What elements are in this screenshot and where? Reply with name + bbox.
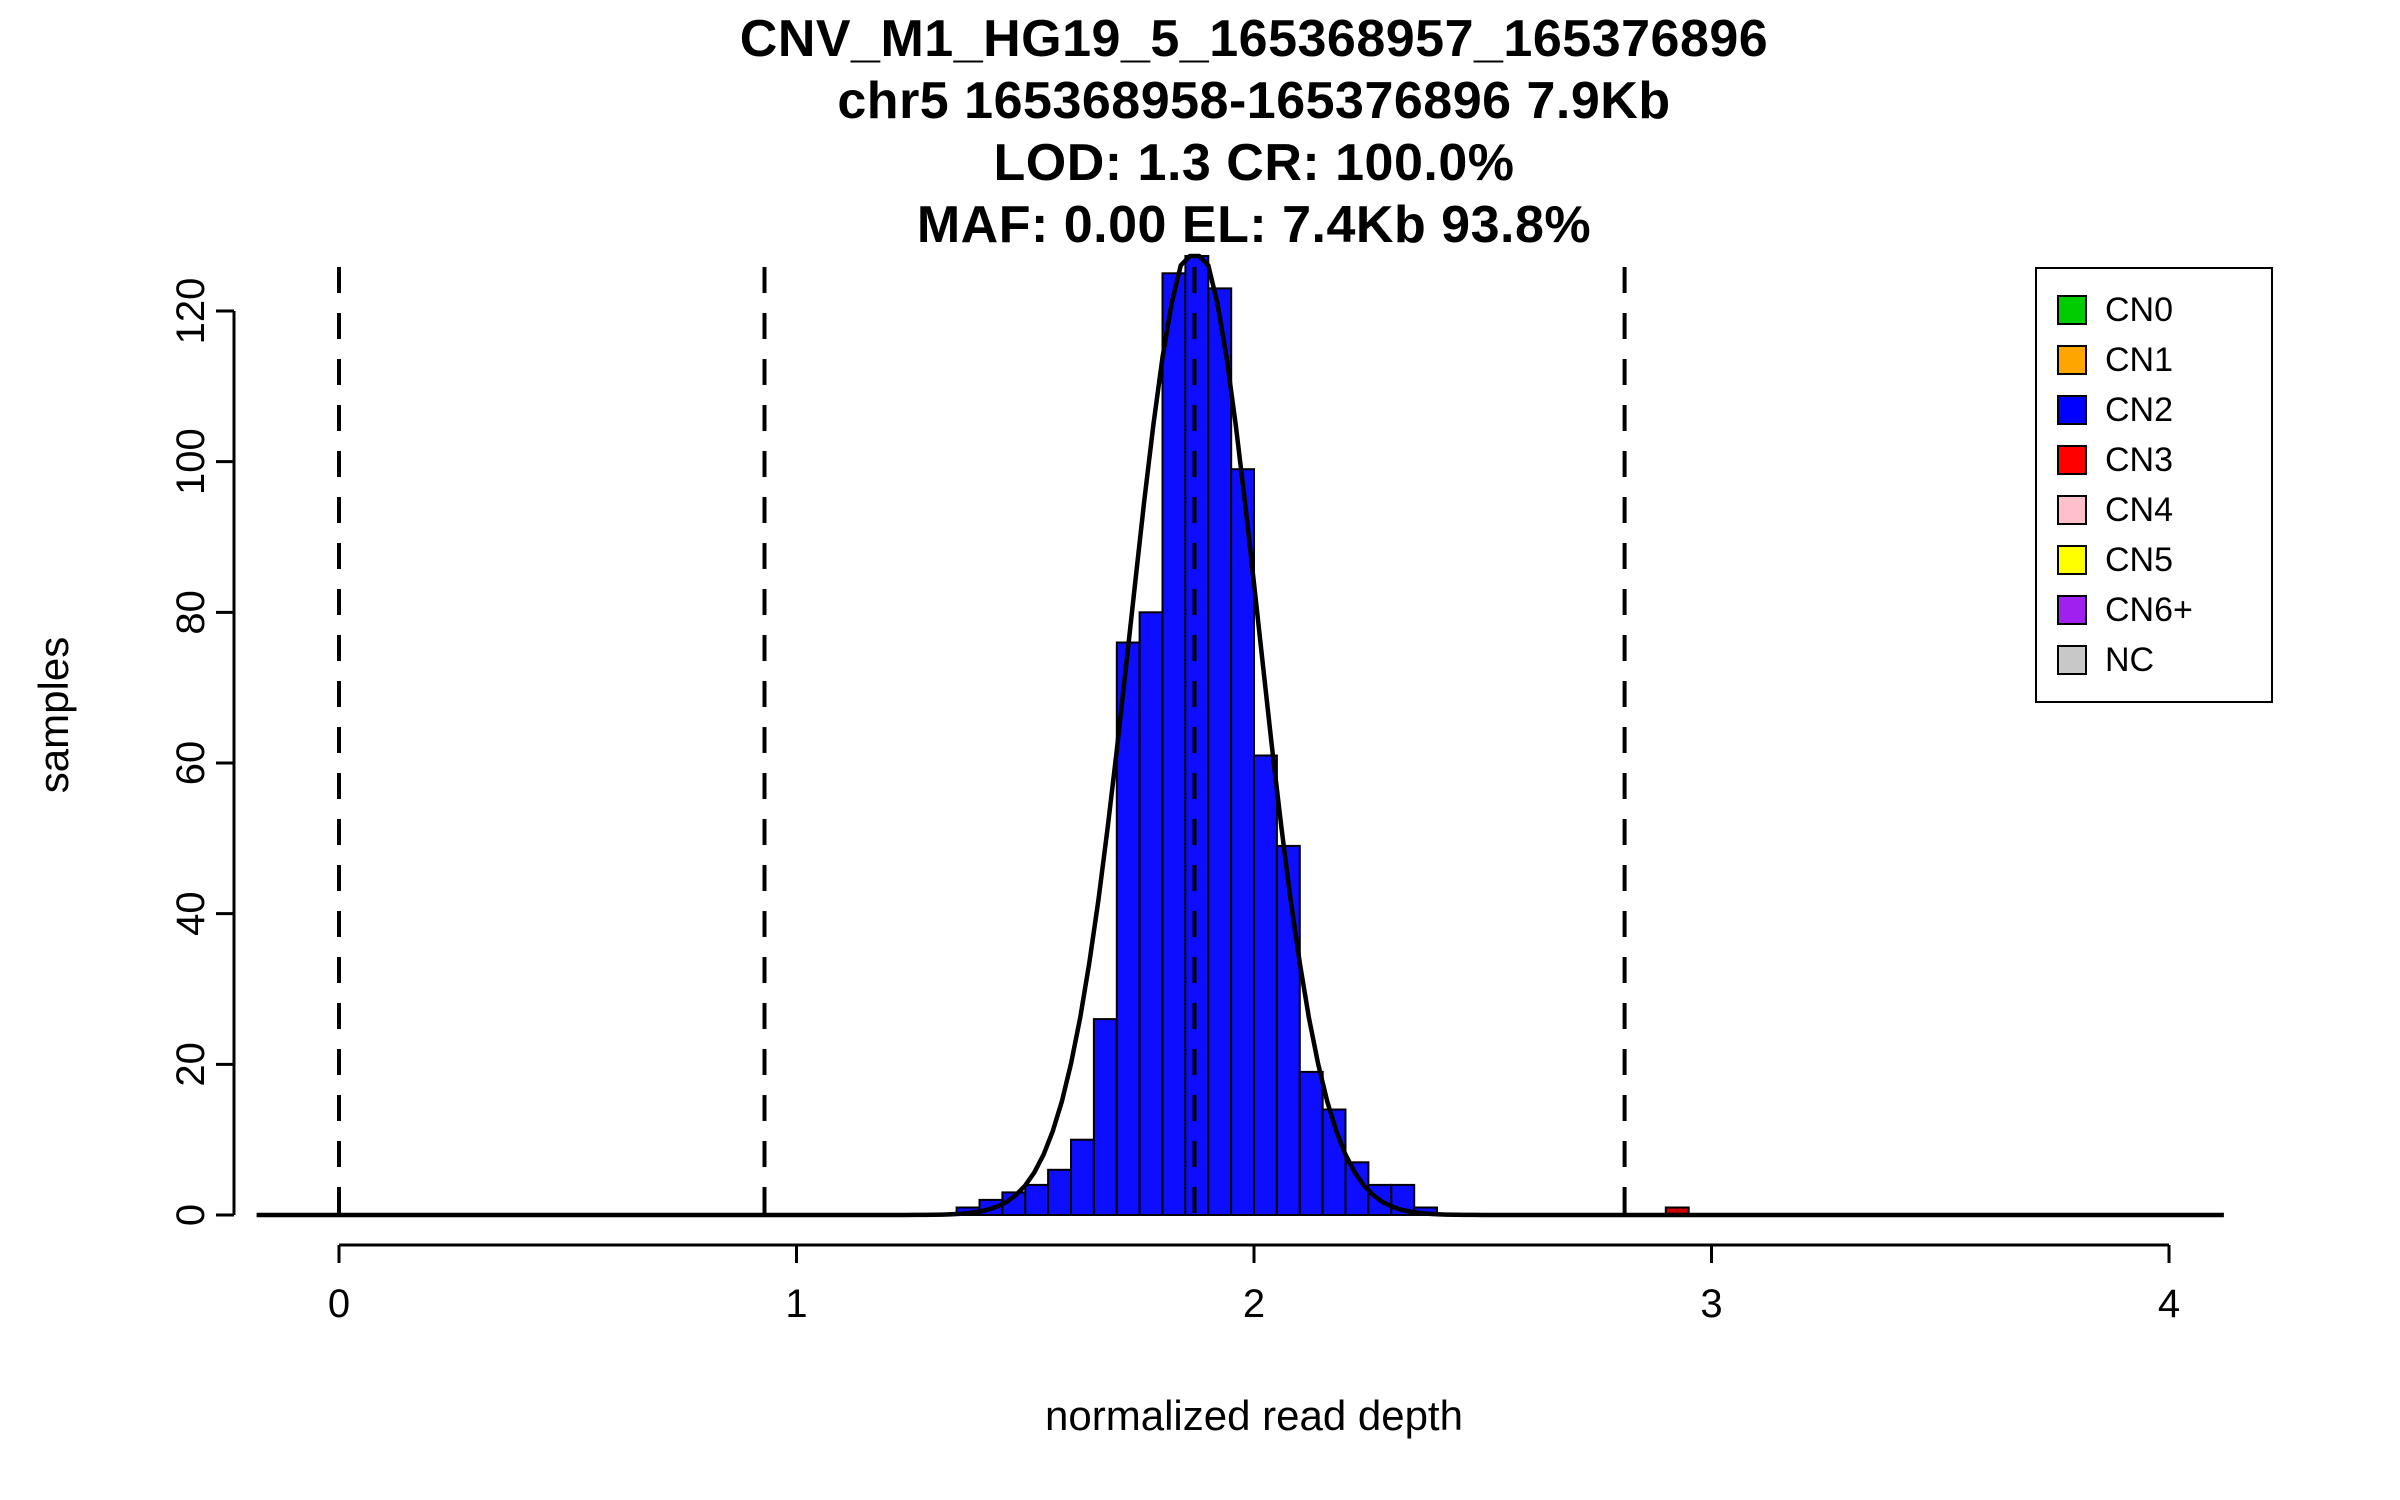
histogram-bar [1138,611,1164,1216]
histogram-bar [1024,1183,1050,1217]
chart-title: CNV_M1_HG19_5_165368957_165376896 [739,10,1769,68]
x-tick-label: 3 [1700,1282,1722,1326]
legend-label-cn5: CN5 [2105,541,2174,579]
y-tick-label: 20 [169,1042,213,1087]
legend-label-cn3: CN3 [2105,441,2174,479]
histogram-bar [1092,1018,1118,1216]
chart-subtitle-maf-el: MAF: 0.00 EL: 7.4Kb 93.8% [916,196,1592,254]
histogram-bars [955,255,1438,1217]
legend-swatch-cn4 [2057,495,2087,525]
chart-title-block: CNV_M1_HG19_5_165368957_165376896 chr5 1… [254,8,2254,256]
legend-label-cn6plus: CN6+ [2105,591,2193,629]
x-tick-label: 4 [2158,1282,2180,1326]
y-tick-label: 80 [169,590,213,635]
copy-number-guide-lines [337,267,1627,1215]
legend-swatch-cn3 [2057,445,2087,475]
legend-label-nc: NC [2105,641,2155,679]
y-tick-label: 120 [169,278,213,345]
histogram-bar [1207,287,1233,1216]
gaussian-fit-curve [256,253,2224,1218]
x-tick-label: 1 [785,1282,807,1326]
legend-item-cn0: CN0 [2057,285,2271,335]
histogram-bar [1184,255,1210,1216]
histogram-bar [1161,272,1187,1216]
x-tick-label: 0 [328,1282,350,1326]
y-axis-label: samples [30,636,77,794]
legend-item-cn1: CN1 [2057,335,2271,385]
chart-subtitle-region: chr5 165368958-165376896 7.9Kb [837,72,1671,130]
legend-box: CN0 CN1 CN2 CN3 CN4 CN5 CN6+ NC [2035,267,2273,703]
legend-label-cn1: CN1 [2105,341,2174,379]
legend-item-cn6plus: CN6+ [2057,585,2271,635]
x-axis-label: normalized read depth [1045,1392,1463,1439]
legend-item-cn4: CN4 [2057,485,2271,535]
y-tick-label: 100 [169,428,213,495]
legend-swatch-cn2 [2057,395,2087,425]
legend-swatch-cn0 [2057,295,2087,325]
legend-item-cn3: CN3 [2057,435,2271,485]
histogram-bar [1230,468,1255,1216]
y-axis: 0 20 40 60 80 100 120 [169,278,236,1226]
chart-subtitle-lod-cr: LOD: 1.3 CR: 100.0% [993,134,1515,192]
histogram-bar [1070,1138,1095,1216]
legend-item-cn5: CN5 [2057,535,2271,585]
legend-label-cn2: CN2 [2105,391,2174,429]
legend-item-nc: NC [2057,635,2271,685]
legend-label-cn4: CN4 [2105,491,2174,529]
legend-swatch-cn6plus [2057,595,2087,625]
y-tick-label: 0 [169,1204,213,1226]
legend-swatch-cn1 [2057,345,2087,375]
x-tick-label: 2 [1243,1282,1265,1326]
histogram-bar [1253,754,1278,1216]
histogram-bar [1275,844,1301,1217]
legend-item-cn2: CN2 [2057,385,2271,435]
histogram-bar [1047,1168,1072,1217]
y-tick-label: 60 [169,741,213,786]
legend-label-cn0: CN0 [2105,291,2174,329]
y-tick-label: 40 [169,891,213,936]
legend-swatch-cn5 [2057,545,2087,575]
histogram-bar [1298,1070,1324,1217]
legend-swatch-nc [2057,645,2087,675]
x-axis: 0 1 2 3 4 [328,1243,2180,1326]
